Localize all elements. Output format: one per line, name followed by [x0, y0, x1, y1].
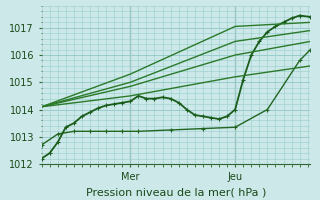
- X-axis label: Pression niveau de la mer( hPa ): Pression niveau de la mer( hPa ): [86, 187, 266, 197]
